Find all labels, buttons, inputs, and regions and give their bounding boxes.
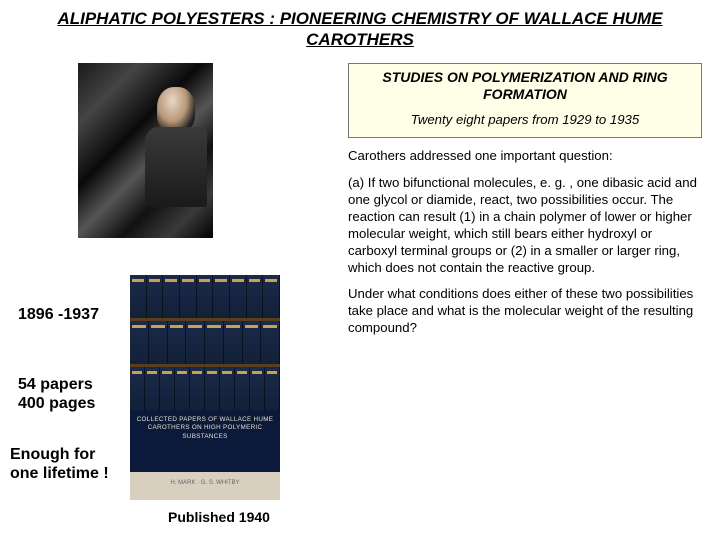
studies-box-sub: Twenty eight papers from 1929 to 1935 (355, 112, 695, 129)
enough-line1: Enough for (10, 445, 109, 464)
pages-count: 400 pages (18, 394, 95, 413)
slide-title: ALIPHATIC POLYESTERS : PIONEERING CHEMIS… (0, 0, 720, 55)
studies-box-title: STUDIES ON POLYMERIZATION AND RING FORMA… (355, 69, 695, 105)
book-editors: H. MARK · G. S. WHITBY (130, 472, 280, 500)
carothers-photo (78, 63, 213, 238)
para-body: (a) If two bifunctional molecules, e. g.… (348, 175, 702, 276)
enough-lifetime: Enough for one lifetime ! (10, 445, 109, 483)
studies-box: STUDIES ON POLYMERIZATION AND RING FORMA… (348, 63, 702, 139)
book-title-band: COLLECTED PAPERS OF WALLACE HUME CAROTHE… (130, 410, 280, 472)
papers-pages: 54 papers 400 pages (18, 375, 95, 413)
enough-line2: one lifetime ! (10, 464, 109, 483)
life-years: 1896 -1937 (18, 305, 99, 324)
slide-body: COLLECTED PAPERS OF WALLACE HUME CAROTHE… (0, 55, 720, 535)
papers-count: 54 papers (18, 375, 95, 394)
right-column: STUDIES ON POLYMERIZATION AND RING FORMA… (348, 63, 702, 338)
published-caption: Published 1940 (168, 509, 270, 525)
para-question: Under what conditions does either of the… (348, 286, 702, 337)
book-cover-image: COLLECTED PAPERS OF WALLACE HUME CAROTHE… (130, 275, 280, 500)
para-intro: Carothers addressed one important questi… (348, 148, 702, 165)
